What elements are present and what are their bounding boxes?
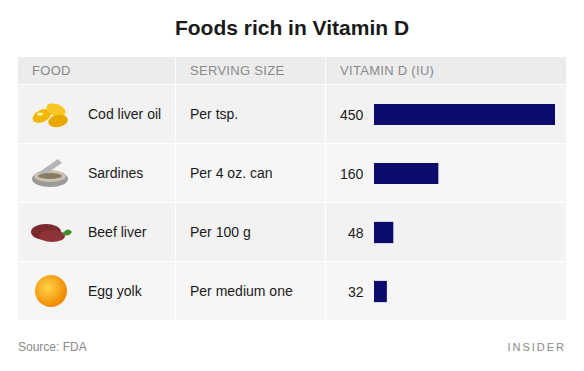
svg-text:32: 32 bbox=[348, 284, 364, 300]
html-text:FOOD: FOOD bbox=[32, 63, 71, 78]
html-text:Cod liver oil: Cod liver oil bbox=[88, 106, 162, 122]
html-text:VITAMIN D (IU): VITAMIN D (IU) bbox=[340, 63, 435, 78]
svg-text:48: 48 bbox=[348, 225, 364, 241]
html-text:Per 100 g: Per 100 g bbox=[190, 224, 251, 240]
html-text:Sardines: Sardines bbox=[88, 165, 144, 181]
html-text:Egg yolk: Egg yolk bbox=[88, 283, 142, 299]
html-text:Beef liver: Beef liver bbox=[88, 224, 147, 240]
html-text:Per 4 oz. can: Per 4 oz. can bbox=[190, 165, 273, 181]
html-text:Source: FDA: Source: FDA bbox=[18, 340, 87, 354]
svg-text:450: 450 bbox=[340, 107, 364, 123]
html-text:Foods rich in Vitamin D: Foods rich in Vitamin D bbox=[174, 16, 410, 39]
html-text:INSIDER: INSIDER bbox=[507, 341, 566, 353]
html-text:Per medium one: Per medium one bbox=[190, 283, 293, 299]
html-text:Per tsp.: Per tsp. bbox=[190, 106, 239, 122]
html-text:SERVING SIZE: SERVING SIZE bbox=[190, 63, 285, 78]
svg-text:160: 160 bbox=[340, 166, 364, 182]
